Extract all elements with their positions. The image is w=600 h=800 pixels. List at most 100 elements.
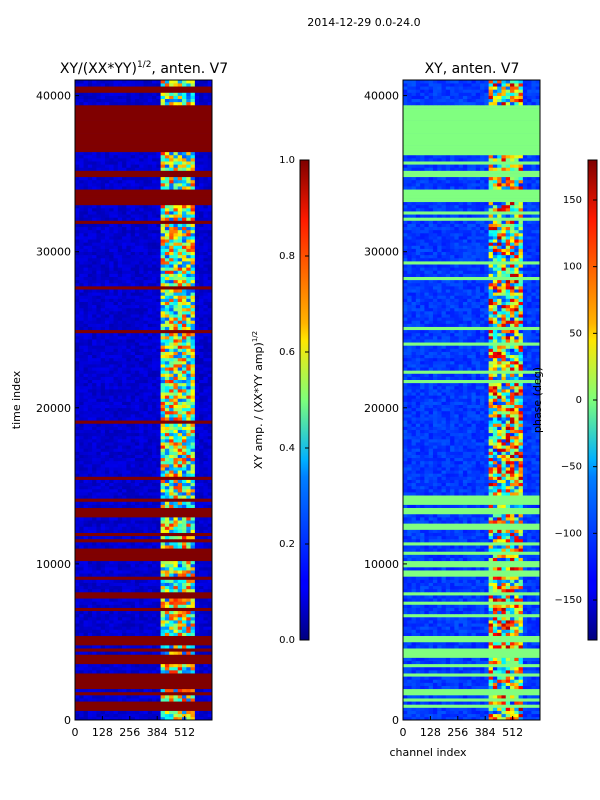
panel1-cell bbox=[156, 542, 161, 546]
panel1-cell bbox=[92, 389, 97, 393]
panel1-cell bbox=[117, 261, 123, 265]
panel1-cell bbox=[190, 563, 196, 568]
panel1-cell bbox=[147, 563, 153, 568]
panel1-heatmap bbox=[75, 80, 213, 721]
panel1-cell bbox=[182, 398, 187, 402]
panel1-cell bbox=[186, 242, 191, 246]
panel1-cell bbox=[156, 83, 161, 87]
panel1-cell bbox=[156, 323, 161, 327]
panel1-cell bbox=[182, 336, 187, 340]
panel1-cell bbox=[126, 295, 131, 299]
panel1-cell bbox=[92, 442, 97, 446]
panel1-cell bbox=[173, 616, 179, 621]
panel1-cell bbox=[96, 314, 101, 318]
panel1-cell bbox=[173, 154, 179, 159]
panel1-cell bbox=[173, 435, 179, 440]
panel1-cell bbox=[134, 151, 140, 156]
panel1-cell bbox=[173, 445, 179, 449]
panel1-cell bbox=[83, 688, 89, 693]
panel1-cell bbox=[92, 323, 97, 327]
panel1-cell bbox=[164, 526, 170, 530]
panel1-cell bbox=[75, 382, 80, 387]
panel1-cell bbox=[190, 501, 196, 505]
panel1-cell bbox=[87, 154, 93, 159]
panel1-cell bbox=[87, 460, 93, 465]
panel1-cell bbox=[199, 526, 204, 530]
panel1-cell bbox=[87, 666, 93, 671]
panel1-cell bbox=[92, 208, 97, 212]
panel1-cell bbox=[143, 92, 149, 96]
panel1-cell bbox=[75, 217, 80, 221]
panel1-cell bbox=[87, 379, 93, 384]
panel1-cell bbox=[164, 588, 170, 593]
panel1-cell bbox=[79, 451, 84, 455]
panel1-cell bbox=[160, 482, 166, 487]
panel1-cell bbox=[87, 613, 93, 618]
panel2-cell bbox=[462, 685, 468, 690]
panel1-cell bbox=[139, 454, 144, 459]
panel1-cell bbox=[79, 398, 84, 402]
panel1-cell bbox=[87, 582, 93, 587]
panel1-cell bbox=[92, 158, 97, 162]
panel1-cell bbox=[117, 504, 123, 509]
panel1-cell bbox=[104, 161, 110, 165]
panel1-cell bbox=[139, 414, 144, 418]
panel1-cell bbox=[126, 183, 131, 187]
panel1-cell bbox=[173, 223, 179, 228]
panel1-cell bbox=[199, 582, 204, 587]
panel1-cell bbox=[199, 232, 204, 237]
panel1-cell bbox=[203, 651, 209, 655]
panel1-cell bbox=[122, 398, 127, 402]
panel1-cell bbox=[139, 217, 144, 221]
panel1-cell bbox=[139, 208, 144, 212]
panel1-cell bbox=[104, 451, 110, 455]
panel1-cell bbox=[92, 523, 97, 527]
panel1-cell bbox=[160, 204, 166, 209]
panel1-cell bbox=[207, 208, 213, 212]
panel1-cell bbox=[164, 542, 170, 546]
panel1-cell bbox=[199, 351, 204, 356]
panel1-cell bbox=[87, 542, 93, 546]
panel1-cell bbox=[113, 604, 119, 608]
panel1-cell bbox=[177, 470, 183, 474]
panel1-cell bbox=[190, 716, 196, 721]
colorbar-tick-label: 0.6 bbox=[279, 347, 295, 358]
panel1-cell bbox=[203, 264, 209, 268]
panel1-cell bbox=[113, 545, 119, 549]
panel2-cell bbox=[403, 716, 408, 721]
panel2-cell bbox=[403, 695, 408, 699]
panel1-cell bbox=[152, 289, 157, 293]
panel1-cell bbox=[134, 320, 140, 324]
panel1-cell bbox=[126, 332, 131, 337]
panel2-cell bbox=[415, 701, 421, 705]
panel1-flag-row bbox=[75, 142, 212, 146]
panel1-cell bbox=[173, 348, 179, 352]
panel1-cell bbox=[143, 666, 149, 671]
panel1-cell bbox=[87, 563, 93, 568]
panel1-cell bbox=[199, 289, 204, 293]
panel1-cell bbox=[109, 517, 114, 521]
colorbar-tick-label: 1.0 bbox=[279, 155, 295, 166]
panel1-cell bbox=[109, 164, 114, 168]
panel1-cell bbox=[109, 688, 114, 693]
panel1-cell bbox=[96, 320, 101, 324]
panel1-cell bbox=[83, 582, 89, 587]
panel1-cell bbox=[117, 716, 123, 721]
panel1-cell bbox=[152, 261, 157, 265]
panel1-cell bbox=[130, 451, 136, 455]
panel1-cell bbox=[96, 332, 101, 337]
panel1-cell bbox=[130, 360, 136, 365]
panel1-cell bbox=[122, 382, 127, 387]
panel2-cell bbox=[471, 713, 477, 718]
panel1-cell bbox=[164, 158, 170, 162]
panel1-cell bbox=[190, 542, 196, 546]
panel1-cell bbox=[164, 367, 170, 371]
panel1-cell bbox=[156, 345, 161, 349]
panel1-cell bbox=[169, 345, 174, 349]
panel1-cell bbox=[117, 326, 123, 331]
panel1-cell bbox=[182, 282, 187, 287]
panel1-cell bbox=[143, 464, 149, 468]
panel1-cell bbox=[113, 389, 119, 393]
panel1-cell bbox=[109, 298, 114, 302]
panel1-cell bbox=[186, 273, 191, 277]
